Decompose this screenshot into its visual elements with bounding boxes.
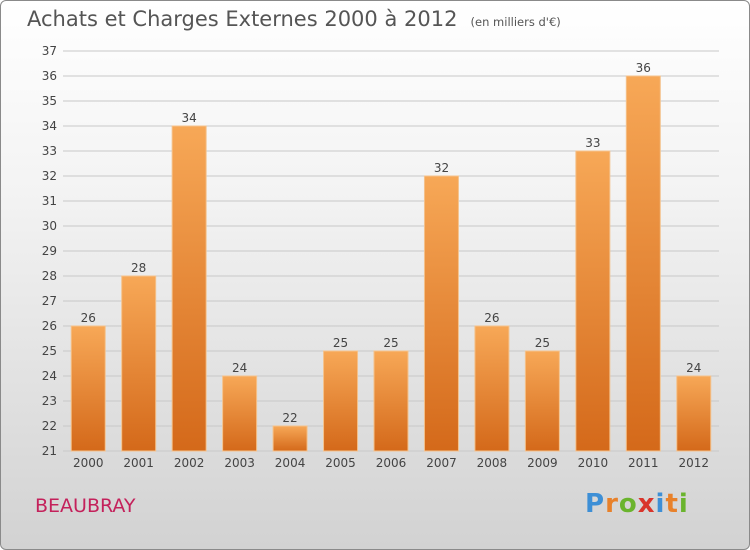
bar-2007[interactable] xyxy=(423,175,459,452)
logo-letter: o xyxy=(618,489,638,519)
bar-2009[interactable] xyxy=(524,350,560,452)
y-tick-label: 32 xyxy=(42,169,57,183)
x-tick-label-2005: 2005 xyxy=(325,456,356,470)
data-label-2010: 33 xyxy=(585,136,600,150)
y-tick-label: 29 xyxy=(42,244,57,258)
logo-letter: r xyxy=(605,489,619,519)
y-axis-labels: 21 22 23 24 25 26 27 28 29 30 31 32 33 34 35 36 37 xyxy=(42,44,57,458)
y-tick-label: 28 xyxy=(42,269,57,283)
y-tick-label: 37 xyxy=(42,44,57,58)
bars xyxy=(70,75,712,452)
commune-name: BEAUBRAY xyxy=(35,495,136,517)
y-tick-label: 25 xyxy=(42,344,57,358)
y-tick-label: 24 xyxy=(42,369,57,383)
bar-2005[interactable] xyxy=(323,350,359,452)
y-tick-label: 22 xyxy=(42,419,57,433)
logo-letter: i xyxy=(655,489,666,519)
logo-letter: t xyxy=(665,489,679,519)
data-label-2009: 25 xyxy=(535,336,550,350)
x-tick-label-2001: 2001 xyxy=(123,456,154,470)
data-label-2004: 22 xyxy=(282,411,297,425)
y-tick-label: 34 xyxy=(42,119,57,133)
data-label-2003: 24 xyxy=(232,361,247,375)
x-tick-label-2002: 2002 xyxy=(174,456,205,470)
x-tick-label-2010: 2010 xyxy=(578,456,609,470)
logo-letter: P xyxy=(585,489,606,519)
bar-2002[interactable] xyxy=(171,125,207,452)
x-tick-label-2000: 2000 xyxy=(73,456,104,470)
y-tick-label: 35 xyxy=(42,94,57,108)
chart-subtitle: (en milliers d'€) xyxy=(470,15,561,29)
proxiti-logo[interactable]: Proxiti xyxy=(585,489,689,519)
data-label-2007: 32 xyxy=(434,161,449,175)
data-label-2000: 26 xyxy=(81,311,96,325)
x-axis-labels: 2000 2001 2002 2003 2004 2005 2006 2007 2008 2009… xyxy=(73,456,709,470)
data-label-2011: 36 xyxy=(636,61,651,75)
x-tick-label-2008: 2008 xyxy=(477,456,508,470)
bar-2012[interactable] xyxy=(676,375,712,452)
y-tick-label: 21 xyxy=(42,444,57,458)
data-label-2005: 25 xyxy=(333,336,348,350)
y-tick-label: 26 xyxy=(42,319,57,333)
logo-letter: x xyxy=(637,489,656,519)
chart-title: Achats et Charges Externes 2000 à 2012 xyxy=(27,7,458,31)
bar-2000[interactable] xyxy=(70,325,106,452)
data-labels: 26 28 34 24 22 25 25 32 26 25 33 36 24 xyxy=(81,61,702,425)
data-label-2001: 28 xyxy=(131,261,146,275)
x-tick-label-2006: 2006 xyxy=(376,456,407,470)
title-row: Achats et Charges Externes 2000 à 2012 (… xyxy=(27,7,561,31)
x-tick-label-2007: 2007 xyxy=(426,456,457,470)
data-label-2002: 34 xyxy=(182,111,197,125)
x-tick-label-2011: 2011 xyxy=(628,456,659,470)
data-label-2008: 26 xyxy=(484,311,499,325)
data-label-2006: 25 xyxy=(383,336,398,350)
bar-2001[interactable] xyxy=(121,275,157,452)
bar-2004[interactable] xyxy=(272,425,308,452)
y-tick-label: 33 xyxy=(42,144,57,158)
bar-2010[interactable] xyxy=(575,150,611,452)
y-tick-label: 31 xyxy=(42,194,57,208)
x-tick-label-2003: 2003 xyxy=(224,456,255,470)
y-tick-label: 23 xyxy=(42,394,57,408)
bar-2006[interactable] xyxy=(373,350,409,452)
y-tick-label: 36 xyxy=(42,69,57,83)
data-label-2012: 24 xyxy=(686,361,701,375)
y-tick-label: 30 xyxy=(42,219,57,233)
bar-2003[interactable] xyxy=(222,375,258,452)
logo-letter: i xyxy=(678,489,689,519)
x-tick-label-2009: 2009 xyxy=(527,456,558,470)
y-tick-label: 27 xyxy=(42,294,57,308)
x-tick-label-2012: 2012 xyxy=(678,456,709,470)
bar-2008[interactable] xyxy=(474,325,510,452)
x-tick-label-2004: 2004 xyxy=(275,456,306,470)
bar-2011[interactable] xyxy=(625,75,661,452)
